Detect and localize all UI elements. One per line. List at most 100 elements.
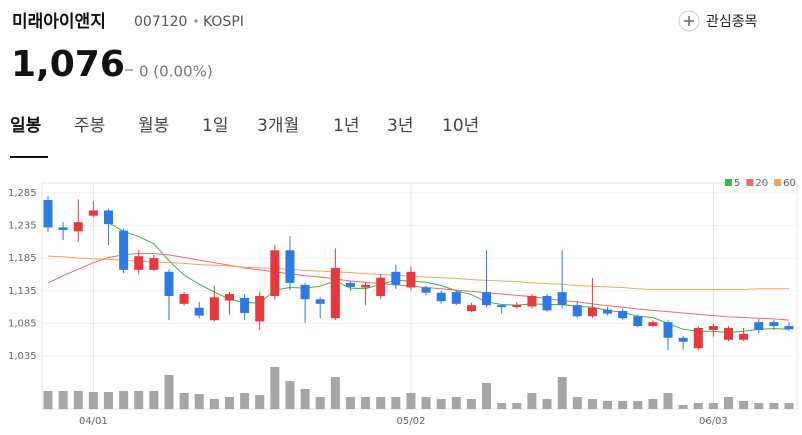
y-tick-label: 1,285 <box>8 188 37 199</box>
volume-bar <box>739 401 749 409</box>
volume-bar <box>572 397 582 409</box>
volume-bar <box>73 391 83 409</box>
candle-body <box>497 305 507 308</box>
candle-body <box>466 305 476 312</box>
volume-bar <box>149 391 159 409</box>
change: 0 (0.00%) <box>139 63 213 81</box>
candle-body <box>209 297 219 321</box>
tab[interactable]: 3년 <box>387 116 413 136</box>
volume-bar <box>693 403 703 409</box>
y-tick-label: 1,185 <box>8 253 37 264</box>
candle-body <box>587 307 597 317</box>
volume-bar <box>618 401 628 409</box>
candle-body <box>436 292 446 302</box>
candle-body <box>179 294 189 304</box>
market: KOSPI <box>203 14 244 30</box>
stock-code: 007120 <box>134 14 187 30</box>
candle-body <box>724 327 734 340</box>
chart: 1,285 1,235 1,185 1,135 1,085 1,035 04/01 05/02… <box>8 178 797 427</box>
volume-bar <box>512 403 522 409</box>
legend-label: 60 <box>783 178 796 189</box>
tab[interactable]: 월봉 <box>138 116 169 136</box>
volume-bar <box>603 401 613 409</box>
price: 1,076 <box>11 44 125 85</box>
candle-body <box>663 322 673 338</box>
volume-bar <box>194 394 204 409</box>
x-tick-label: 04/01 <box>79 416 108 427</box>
volume-bar <box>119 391 129 409</box>
candle-body <box>421 287 431 293</box>
candle-body <box>164 271 174 296</box>
candle-body <box>134 256 144 270</box>
volume-bar <box>724 397 734 409</box>
candle-body <box>330 267 340 319</box>
watch-label[interactable]: 관심종목 <box>706 14 758 30</box>
volume-bar <box>285 381 295 409</box>
candle-body <box>482 292 492 306</box>
tab[interactable]: 일봉 <box>10 116 42 136</box>
volume-bar <box>769 403 779 409</box>
candle-body <box>119 230 129 270</box>
y-tick-label: 1,135 <box>8 286 37 297</box>
candle-body <box>58 227 68 231</box>
ma-line <box>47 253 790 321</box>
volume-bar <box>708 403 718 409</box>
candle-body <box>451 292 461 304</box>
candle-body <box>648 322 658 327</box>
volume-bar <box>88 392 98 409</box>
volume-bar <box>754 403 764 409</box>
candle-body <box>43 199 53 228</box>
legend-swatch <box>746 179 754 186</box>
tab[interactable]: 10년 <box>442 116 479 136</box>
y-tick-label: 1,235 <box>8 220 37 231</box>
candle-body <box>88 210 98 216</box>
candle-body <box>769 322 779 327</box>
candle-body <box>572 305 582 317</box>
candle-body <box>73 222 83 232</box>
volume-bar <box>421 397 431 409</box>
candle-body <box>739 333 749 340</box>
volume-bar <box>678 405 688 409</box>
volume-bar <box>300 389 310 409</box>
legend-swatch <box>725 179 732 186</box>
candle-body <box>194 307 204 316</box>
ma-line <box>108 222 790 334</box>
ma-line <box>47 255 789 290</box>
volume-bar <box>482 383 492 409</box>
candle-body <box>240 297 250 313</box>
candle-body <box>300 284 310 300</box>
candle-body <box>224 294 234 301</box>
volume-bar <box>376 397 386 409</box>
volume-bar <box>587 399 597 409</box>
tab[interactable]: 1년 <box>333 116 359 136</box>
volume-bar <box>361 397 371 409</box>
volume-bar <box>103 392 113 409</box>
watch-button[interactable]: 관심종목 <box>678 10 758 32</box>
volume-bar <box>451 397 461 409</box>
candle-body <box>542 295 552 311</box>
tab[interactable]: 주봉 <box>74 116 105 136</box>
volume-bar <box>542 399 552 409</box>
volume-bar <box>209 399 219 409</box>
candle-body <box>391 271 401 285</box>
candle-body <box>406 271 416 288</box>
volume-bar <box>58 391 68 409</box>
tab[interactable]: 1일 <box>202 116 228 136</box>
volume-bar <box>43 391 53 409</box>
volume-bar <box>391 397 401 409</box>
candle-body <box>255 295 265 322</box>
candle-body <box>618 311 628 319</box>
volume-bar <box>784 403 794 409</box>
candle-body <box>603 309 613 314</box>
plus-glyph <box>684 16 694 26</box>
x-tick-label: 06/03 <box>699 416 728 427</box>
volume-bar <box>224 397 234 409</box>
volume-bar <box>466 399 476 409</box>
candle-body <box>345 282 355 287</box>
candle-body <box>754 322 764 330</box>
volume-bar <box>164 375 174 409</box>
candle-body <box>376 277 386 296</box>
candle-body <box>103 210 113 225</box>
tab[interactable]: 3개월 <box>257 116 299 136</box>
